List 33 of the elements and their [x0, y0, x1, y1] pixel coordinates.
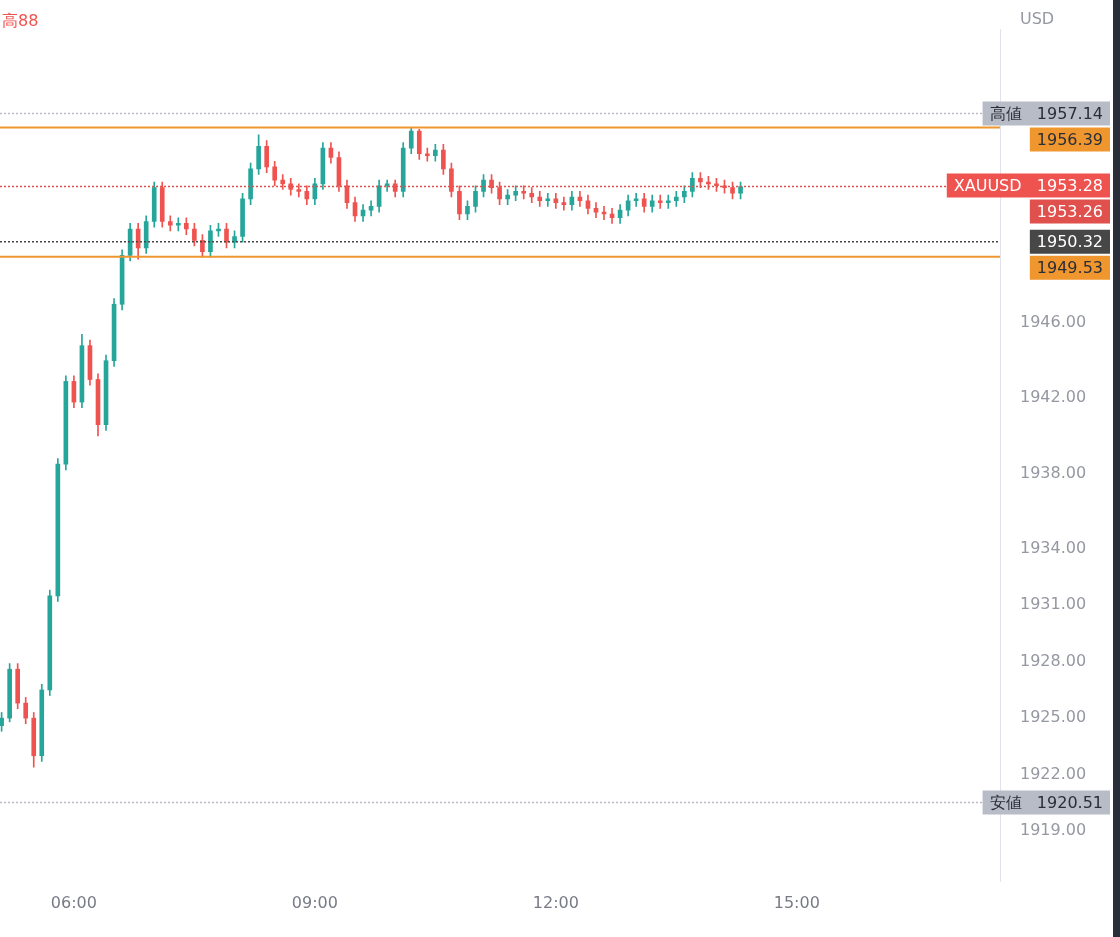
candlestick	[561, 196, 567, 211]
y-tick-label: 1938.00	[1020, 462, 1087, 482]
y-tick-label: 1922.00	[1020, 763, 1087, 783]
candlestick	[657, 194, 663, 209]
candlestick	[529, 187, 535, 203]
candlestick	[175, 217, 181, 232]
y-tick-label: 1942.00	[1020, 387, 1087, 407]
y-axis-title: USD	[1020, 9, 1055, 29]
annotation: XAUUSD 1953.28	[953, 175, 1103, 195]
y-tick-label: 1946.00	[1020, 312, 1087, 332]
ref-line-label: 高値 1957.14	[989, 103, 1103, 123]
x-tick-label: 09:00	[291, 892, 338, 912]
x-tick-label: 15:00	[773, 892, 820, 912]
ref-line-label: 1949.53	[1036, 257, 1103, 277]
ref-line-label: 1950.32	[1036, 231, 1103, 251]
ref-line-label: 1953.26	[1036, 201, 1103, 221]
y-tick-label: 1934.00	[1020, 537, 1087, 557]
candlestick	[424, 147, 430, 162]
candlestick	[665, 194, 671, 209]
candlestick	[537, 191, 543, 207]
y-tick-label: 1928.00	[1020, 650, 1087, 670]
annotation: 高88	[2, 11, 39, 31]
candlestick	[280, 174, 286, 190]
candlestick	[553, 192, 559, 209]
x-tick-label: 12:00	[532, 892, 579, 912]
ref-line-label: 1956.39	[1036, 129, 1103, 149]
candlestick	[673, 191, 679, 207]
y-tick-label: 1931.00	[1020, 594, 1087, 614]
x-tick-label: 06:00	[50, 892, 97, 912]
candlestick	[521, 185, 527, 200]
y-tick-label: 1919.00	[1020, 820, 1087, 840]
y-tick-label: 1925.00	[1020, 707, 1087, 727]
ref-line-label: 安値 1920.51	[989, 792, 1103, 812]
